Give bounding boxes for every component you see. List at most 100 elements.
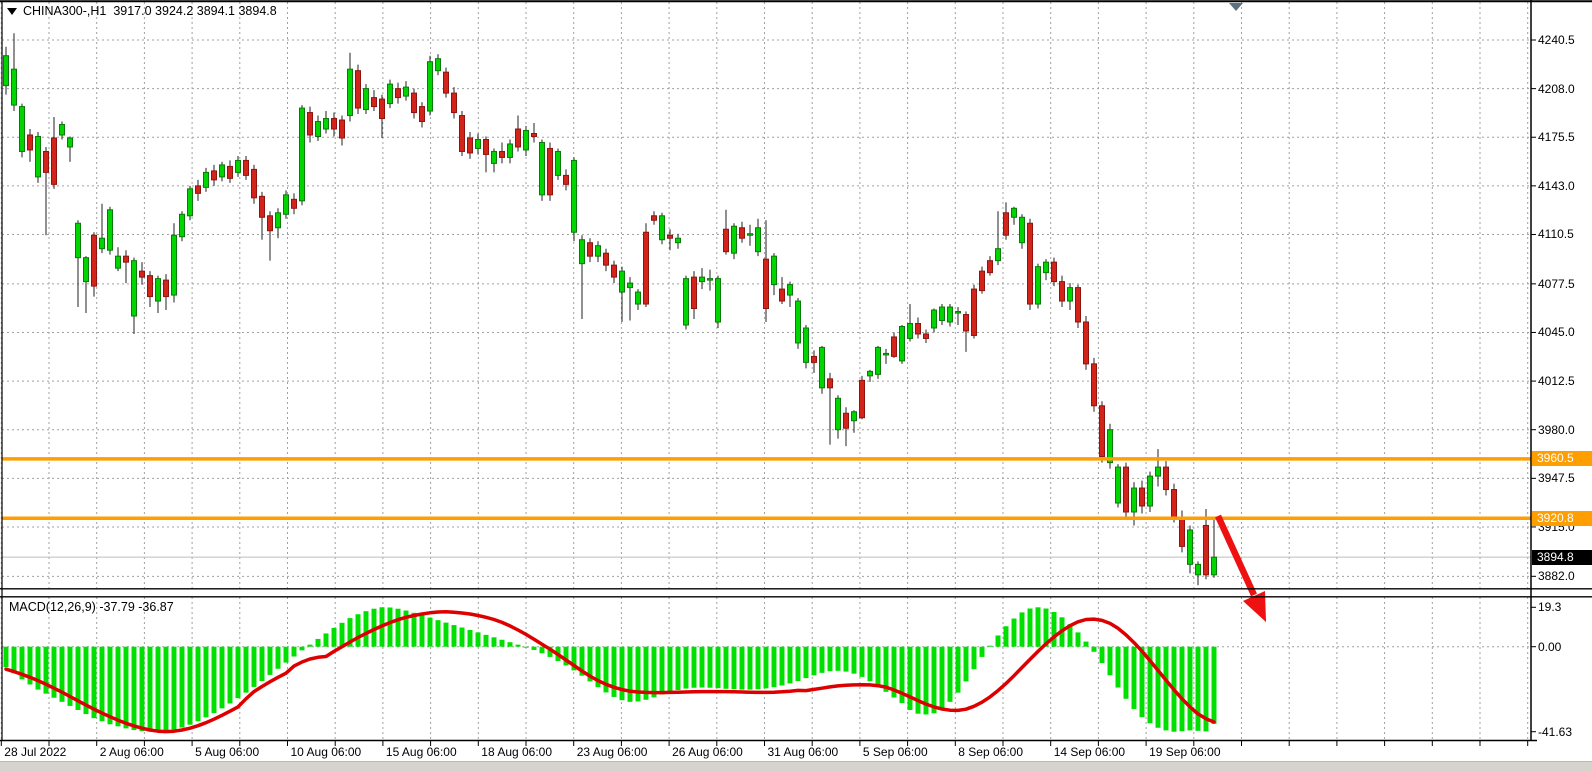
macd-histogram-bar xyxy=(651,646,657,698)
candle-bull xyxy=(571,159,577,233)
candle-bear xyxy=(827,378,833,389)
candle-bear xyxy=(643,231,649,305)
macd-histogram-bar xyxy=(499,639,505,647)
macd-histogram-bar xyxy=(667,646,673,693)
candle-bull xyxy=(1067,287,1073,302)
candle-bull xyxy=(11,68,17,106)
candle-bull xyxy=(939,306,945,322)
candle-bull xyxy=(699,276,705,283)
candle-bear xyxy=(1139,487,1145,507)
macd-histogram-bar xyxy=(907,646,913,711)
macd-histogram-bar xyxy=(1091,646,1097,652)
price-axis-label: 4143.0 xyxy=(1538,178,1575,193)
macd-histogram-bar xyxy=(475,632,481,647)
macd-histogram-bar xyxy=(675,646,681,690)
macd-histogram-bar xyxy=(1075,632,1081,647)
indicator-macd-value: -37.79 xyxy=(99,600,135,614)
macd-histogram-bar xyxy=(123,646,129,729)
indicator-name: MACD(12,26,9) xyxy=(9,600,96,614)
macd-histogram-bar xyxy=(395,608,401,647)
macd-histogram-bar xyxy=(187,646,193,725)
macd-histogram-bar xyxy=(467,629,473,647)
symbol-dropdown-icon[interactable] xyxy=(7,8,17,15)
macd-histogram-bar xyxy=(867,646,873,682)
candle-bear xyxy=(291,198,297,209)
candle-bull xyxy=(931,309,937,329)
candle-bull xyxy=(347,68,353,117)
macd-axis-label: 0.00 xyxy=(1538,639,1562,654)
candle-bull xyxy=(731,225,737,254)
macd-histogram-bar xyxy=(835,646,841,671)
candle-bull xyxy=(747,233,753,236)
macd-histogram-bar xyxy=(1195,646,1201,731)
time-axis-label: 5 Sep 06:00 xyxy=(862,745,928,759)
candle-bull xyxy=(851,411,857,422)
time-axis-label: 2 Aug 06:00 xyxy=(99,745,164,759)
macd-histogram-bar xyxy=(787,646,793,684)
candle-bear xyxy=(331,118,337,130)
chart-shift-marker-icon[interactable] xyxy=(1229,3,1243,11)
macd-histogram-bar xyxy=(1011,618,1017,647)
macd-histogram-bar xyxy=(227,646,233,704)
macd-histogram-bar xyxy=(403,610,409,647)
macd-histogram-bar xyxy=(1123,646,1129,699)
candle-bull xyxy=(635,291,641,305)
macd-histogram-bar xyxy=(1083,641,1089,647)
candle-bull xyxy=(491,150,497,164)
candle-bear xyxy=(843,412,849,429)
candle-bear xyxy=(971,288,977,336)
candle-bull xyxy=(323,118,329,130)
pane-splitter[interactable] xyxy=(0,588,1592,598)
candle-bear xyxy=(483,138,489,155)
time-axis-label: 14 Sep 06:00 xyxy=(1053,745,1126,759)
candle-bull xyxy=(907,322,913,339)
time-axis-label: 15 Aug 06:00 xyxy=(385,745,457,759)
candle-bear xyxy=(811,355,817,363)
macd-histogram-bar xyxy=(251,646,257,687)
macd-histogram-bar xyxy=(523,646,529,648)
macd-histogram-bar xyxy=(923,646,929,715)
price-axis-label: 4208.0 xyxy=(1538,81,1575,96)
macd-histogram-bar xyxy=(843,646,849,672)
macd-histogram-bar xyxy=(939,646,945,709)
price-tag-resistance: 3960.5 xyxy=(1532,451,1592,466)
macd-histogram-bar xyxy=(291,646,297,657)
macd-histogram-bar xyxy=(1043,608,1049,647)
candle-bull xyxy=(1019,216,1025,244)
macd-histogram-bar xyxy=(795,646,801,682)
macd-histogram-bar xyxy=(19,646,25,680)
candle-bear xyxy=(1059,281,1065,302)
macd-histogram-bar xyxy=(955,646,961,693)
candle-bull xyxy=(235,159,241,173)
candle-bull xyxy=(387,83,393,105)
macd-histogram-bar xyxy=(1019,612,1025,647)
price-tag-support: 3920.8 xyxy=(1532,511,1592,526)
candle-bull xyxy=(1187,529,1193,565)
macd-histogram-bar xyxy=(1211,646,1217,724)
candle-bear xyxy=(1075,287,1081,323)
candle-bear xyxy=(1083,321,1089,365)
time-axis-label: 5 Aug 06:00 xyxy=(195,745,260,759)
candle-bull xyxy=(523,130,529,151)
down-arrow-annotation xyxy=(1215,514,1266,622)
candle-bull xyxy=(579,239,585,265)
macd-histogram-bar xyxy=(531,646,537,650)
candle-bear xyxy=(723,228,729,253)
candle-bear xyxy=(651,215,657,221)
macd-histogram-bar xyxy=(1155,646,1161,728)
macd-histogram-bar xyxy=(179,646,185,728)
macd-histogram-bar xyxy=(347,618,353,647)
macd-histogram-bar xyxy=(11,646,17,674)
candle-bull xyxy=(771,255,777,286)
candle-bear xyxy=(859,379,865,419)
macd-histogram-bar xyxy=(819,646,825,673)
macd-histogram-bar xyxy=(155,646,161,732)
candle-bull xyxy=(867,370,873,377)
candle-bear xyxy=(987,260,993,274)
macd-histogram-bar xyxy=(267,646,273,675)
macd-histogram-bar xyxy=(203,646,209,718)
candle-bear xyxy=(515,128,521,148)
macd-histogram-bar xyxy=(35,646,41,690)
candle-bear xyxy=(979,270,985,292)
